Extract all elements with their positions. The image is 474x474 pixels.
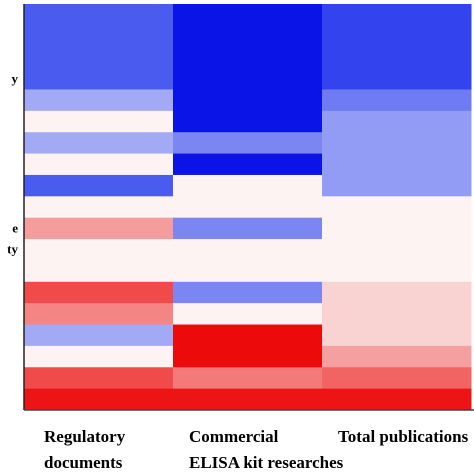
heatmap-cell [173, 153, 323, 176]
heatmap-cell [24, 174, 174, 197]
heatmap-cell [173, 174, 323, 197]
heatmap-cell [322, 153, 472, 176]
heatmap-cell [173, 46, 323, 69]
x-tick-label: Commercial [189, 427, 279, 446]
heatmap-cell [173, 260, 323, 283]
heatmap-cell [173, 281, 323, 304]
heatmap-cell [24, 303, 174, 326]
heatmap-cell [322, 46, 472, 69]
y-tick-label: e [12, 220, 18, 235]
heatmap-cell [173, 68, 323, 90]
heatmap-cell [24, 260, 174, 283]
heatmap-cell [173, 196, 323, 219]
heatmap-cell [24, 89, 174, 112]
heatmap-cell [24, 110, 174, 133]
heatmap-cell [322, 132, 472, 155]
heatmap-cell [24, 25, 174, 48]
heatmap-cell [24, 345, 174, 368]
heatmap-cell [24, 324, 174, 347]
heatmap-cell [322, 217, 472, 240]
x-tick-label: Total publications [338, 427, 469, 446]
heatmap-cell [322, 25, 472, 48]
heatmap-cell [173, 388, 323, 411]
heatmap-cell [322, 303, 472, 326]
heatmap-cell [24, 4, 174, 26]
heatmap-cell [173, 303, 323, 326]
heatmap-cell [24, 46, 174, 69]
y-tick-label: ty [7, 242, 18, 257]
heatmap-cell [322, 239, 472, 261]
heatmap-cell [322, 68, 472, 90]
y-tick-label: y [12, 71, 19, 86]
heatmap-cell [322, 110, 472, 133]
heatmap-cell [24, 68, 174, 90]
heatmap-cell [24, 367, 174, 390]
heatmap-cell [24, 132, 174, 155]
heatmap-cell [173, 345, 323, 368]
heatmap-cell [173, 89, 323, 112]
heatmap-cell [322, 281, 472, 304]
heatmap-cell [322, 174, 472, 197]
heatmap-cell [173, 239, 323, 261]
heatmap-cell [24, 196, 174, 219]
heatmap-cell [322, 89, 472, 112]
heatmap-cell [24, 281, 174, 304]
heatmap-cell [322, 260, 472, 283]
x-tick-label: ELISA kit researches [189, 453, 344, 472]
heatmap-cell [173, 25, 323, 48]
heatmap-cell [322, 4, 472, 26]
x-tick-label: Regulatory [44, 427, 126, 446]
heatmap-cell [322, 367, 472, 390]
heatmap-cell [322, 196, 472, 219]
heatmap-cell [322, 388, 472, 411]
heatmap-cell [24, 388, 174, 411]
x-tick-label: documents [44, 453, 123, 472]
heatmap-cell [173, 217, 323, 240]
heatmap-cell [173, 132, 323, 155]
heatmap-cell [173, 367, 323, 390]
heatmap-cell [24, 217, 174, 240]
heatmap-cell [173, 4, 323, 26]
heatmap-cell [24, 153, 174, 176]
heatmap-cell [173, 110, 323, 133]
heatmap-cell [322, 324, 472, 347]
heatmap-cell [322, 345, 472, 368]
heatmap-cell [24, 239, 174, 261]
heatmap-cell [173, 324, 323, 347]
